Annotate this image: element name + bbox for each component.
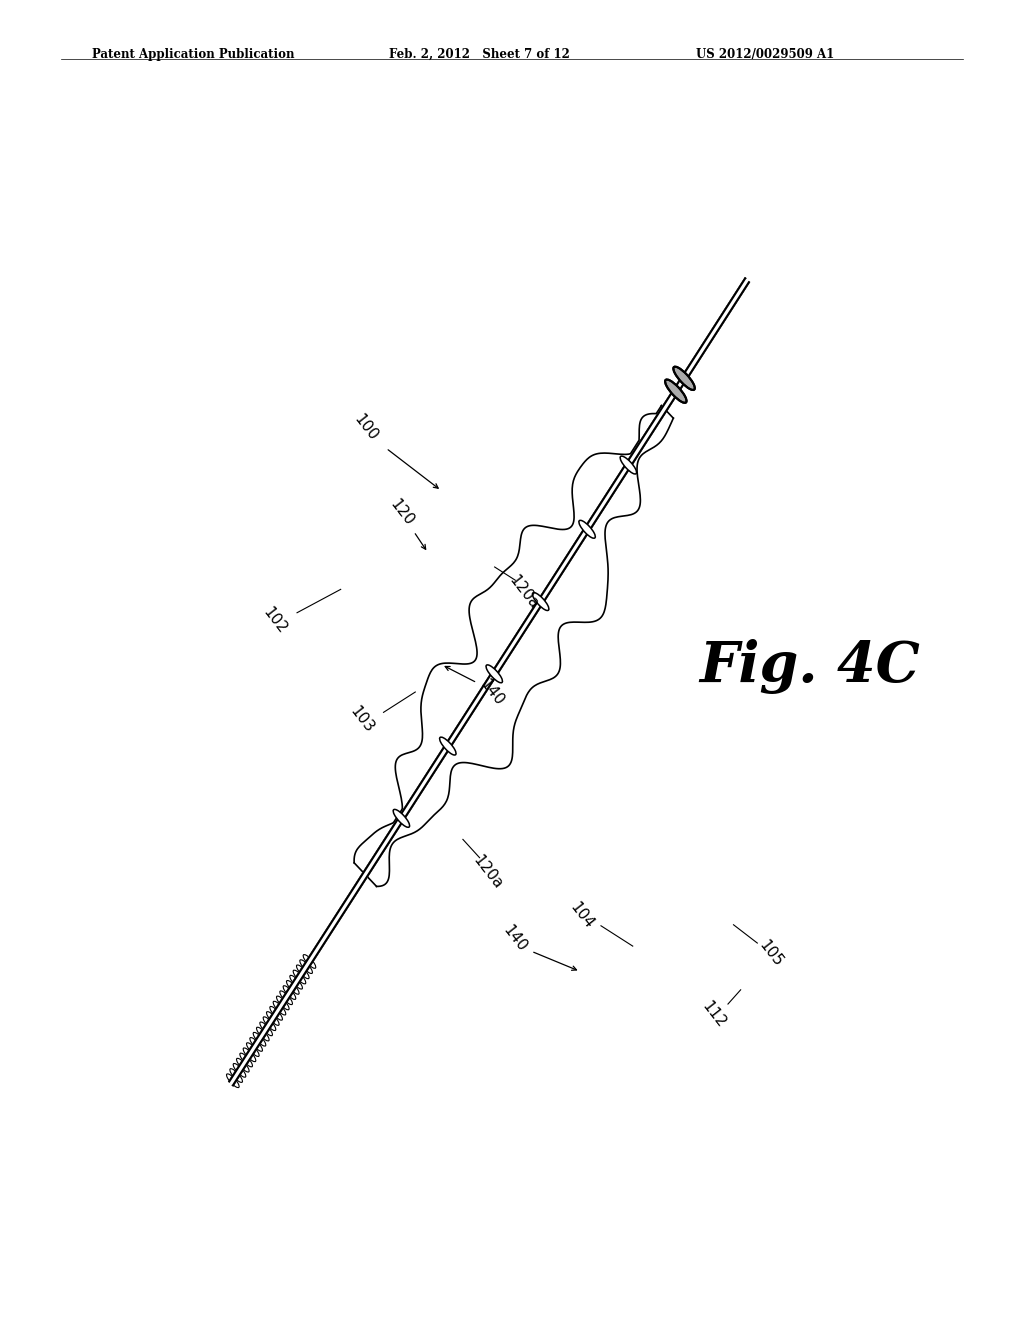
Text: 103: 103 bbox=[347, 704, 377, 735]
Text: 140: 140 bbox=[500, 923, 529, 954]
Ellipse shape bbox=[666, 380, 686, 403]
Text: 120a: 120a bbox=[470, 853, 505, 891]
Text: 140: 140 bbox=[476, 677, 506, 709]
Text: 112: 112 bbox=[698, 998, 728, 1030]
Text: 120: 120 bbox=[387, 496, 417, 528]
Text: 100: 100 bbox=[351, 412, 381, 444]
Polygon shape bbox=[229, 279, 749, 1085]
Text: US 2012/0029509 A1: US 2012/0029509 A1 bbox=[696, 48, 835, 61]
Text: 104: 104 bbox=[567, 900, 597, 932]
Ellipse shape bbox=[621, 457, 637, 474]
Text: 120a: 120a bbox=[506, 573, 541, 612]
Text: 105: 105 bbox=[756, 937, 785, 969]
Ellipse shape bbox=[532, 593, 549, 611]
Ellipse shape bbox=[486, 665, 503, 682]
Text: Feb. 2, 2012   Sheet 7 of 12: Feb. 2, 2012 Sheet 7 of 12 bbox=[389, 48, 570, 61]
Text: 102: 102 bbox=[260, 605, 290, 636]
Ellipse shape bbox=[674, 367, 695, 389]
Polygon shape bbox=[354, 405, 674, 887]
Ellipse shape bbox=[439, 737, 456, 755]
Ellipse shape bbox=[393, 809, 410, 828]
Text: Patent Application Publication: Patent Application Publication bbox=[92, 48, 295, 61]
Text: Fig. 4C: Fig. 4C bbox=[699, 639, 921, 694]
Polygon shape bbox=[229, 279, 749, 1085]
Ellipse shape bbox=[579, 520, 595, 539]
